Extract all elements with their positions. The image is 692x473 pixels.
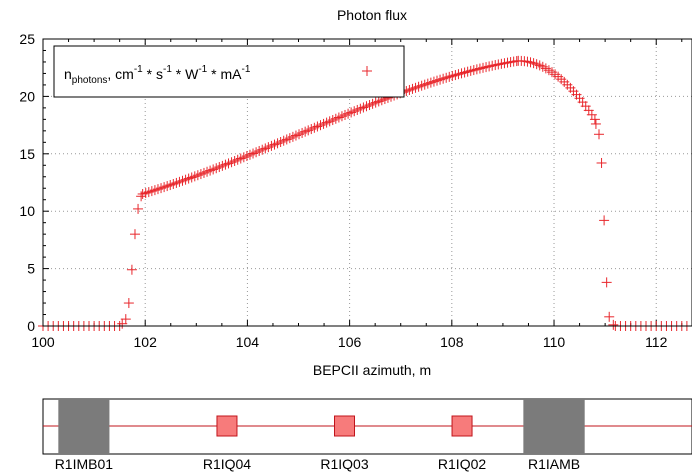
x-tick-label: 102 xyxy=(134,334,158,350)
x-tick-label: 108 xyxy=(440,334,464,350)
x-tick-label: 106 xyxy=(338,334,362,350)
data-point xyxy=(136,191,147,202)
dipole-magnet xyxy=(523,399,585,454)
lattice-panel: R1IMB01 R1IQ04 R1IQ03 R1IQ02 R1IAMB xyxy=(42,398,692,472)
y-tick-label: 10 xyxy=(19,203,35,219)
magnet-label: R1IQ04 xyxy=(203,456,251,472)
legend-plus-marker xyxy=(362,66,372,76)
y-tick-label: 25 xyxy=(19,31,35,47)
dipole-magnet xyxy=(58,399,110,454)
legend-marker-plus xyxy=(362,66,372,76)
x-tick-label: 104 xyxy=(236,334,260,350)
data-point xyxy=(590,118,601,129)
legend-unit-s: * s xyxy=(143,66,163,82)
x-axis-ticks: 100 102 104 106 108 110 112 xyxy=(31,39,683,350)
quadrupole-magnet xyxy=(216,415,238,437)
legend-exp-1: -1 xyxy=(134,64,143,75)
data-point xyxy=(601,277,612,288)
y-tick-label: 15 xyxy=(19,146,35,162)
data-point xyxy=(133,203,144,214)
data-point xyxy=(593,129,604,140)
lattice-elements: R1IMB01 R1IQ04 R1IQ03 R1IQ02 R1IAMB xyxy=(43,399,692,472)
data-point xyxy=(599,215,610,226)
magnet-label: R1IQ02 xyxy=(438,456,486,472)
legend-box xyxy=(53,45,405,98)
y-tick-label: 0 xyxy=(27,318,35,334)
legend-unit-cm: , cm xyxy=(107,66,133,82)
y-tick-label: 20 xyxy=(19,88,35,104)
quadrupole-magnet xyxy=(334,415,356,437)
quadrupole-magnet xyxy=(451,415,473,437)
legend-base: n xyxy=(64,66,72,82)
x-tick-label: 110 xyxy=(543,334,566,350)
x-tick-label: 112 xyxy=(645,334,668,350)
y-tick-label: 5 xyxy=(27,261,35,277)
x-tick-label: 100 xyxy=(31,334,55,350)
data-point xyxy=(589,114,600,125)
data-point xyxy=(604,311,615,322)
legend: nphotons, cm-1 * s-1 * W-1 * mA-1 xyxy=(53,45,405,98)
data-point xyxy=(129,229,140,240)
legend-subscript: photons xyxy=(72,75,108,86)
data-point xyxy=(596,157,607,168)
magnet-label: R1IAMB xyxy=(528,456,580,472)
legend-unit-w: * W xyxy=(172,66,199,82)
x-axis-title: BEPCII azimuth, m xyxy=(313,362,431,378)
chart-title: Photon flux xyxy=(337,7,407,23)
legend-exp-3: -1 xyxy=(198,64,207,75)
magnet-label: R1IQ03 xyxy=(320,456,368,472)
data-point xyxy=(608,319,619,330)
legend-label: nphotons, cm-1 * s-1 * W-1 * mA-1 xyxy=(64,64,251,86)
magnet-label: R1IMB01 xyxy=(55,456,114,472)
data-point xyxy=(120,314,131,325)
legend-unit-ma: * mA xyxy=(207,66,242,82)
legend-exp-2: -1 xyxy=(163,64,172,75)
legend-exp-4: -1 xyxy=(241,64,250,75)
plot-frame xyxy=(42,38,692,327)
data-point xyxy=(126,264,137,275)
y-axis-ticks: 0 5 10 15 20 25 xyxy=(19,31,49,334)
data-point xyxy=(123,298,134,309)
